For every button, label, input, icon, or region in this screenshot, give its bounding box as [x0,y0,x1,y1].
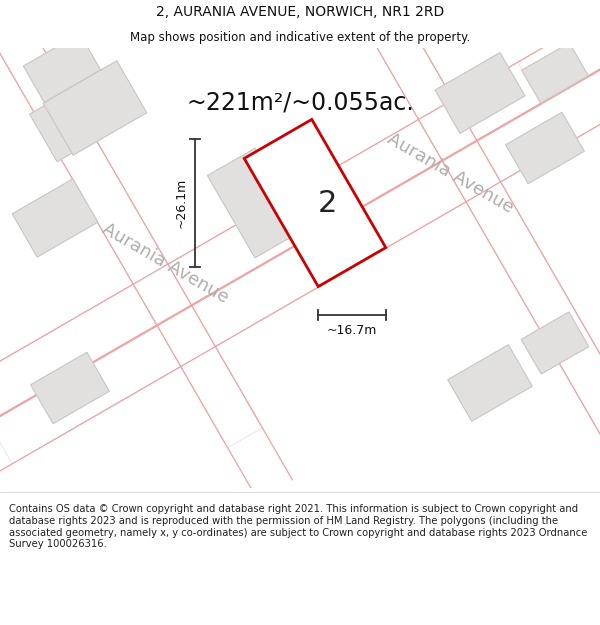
Polygon shape [244,119,386,287]
Polygon shape [0,0,600,464]
Polygon shape [343,0,600,508]
Text: Contains OS data © Crown copyright and database right 2021. This information is : Contains OS data © Crown copyright and d… [9,504,587,549]
Polygon shape [435,52,525,133]
Polygon shape [12,179,98,257]
Polygon shape [506,112,584,184]
Text: Aurania Avenue: Aurania Avenue [383,129,517,216]
Polygon shape [31,352,109,424]
Text: ~26.1m: ~26.1m [175,178,187,228]
Polygon shape [0,0,262,448]
Text: Aurania Avenue: Aurania Avenue [98,219,232,306]
Polygon shape [521,42,589,103]
Text: 2, AURANIA AVENUE, NORWICH, NR1 2RD: 2, AURANIA AVENUE, NORWICH, NR1 2RD [156,5,444,19]
Text: Map shows position and indicative extent of the property.: Map shows position and indicative extent… [130,31,470,44]
Polygon shape [0,62,542,554]
Polygon shape [208,148,302,258]
Polygon shape [43,61,147,155]
Polygon shape [29,74,127,162]
Polygon shape [23,34,101,103]
Text: ~16.7m: ~16.7m [327,324,377,337]
Text: ~221m²/~0.055ac.: ~221m²/~0.055ac. [186,91,414,115]
Text: 2: 2 [317,189,337,218]
Polygon shape [448,345,532,421]
Polygon shape [521,312,589,374]
